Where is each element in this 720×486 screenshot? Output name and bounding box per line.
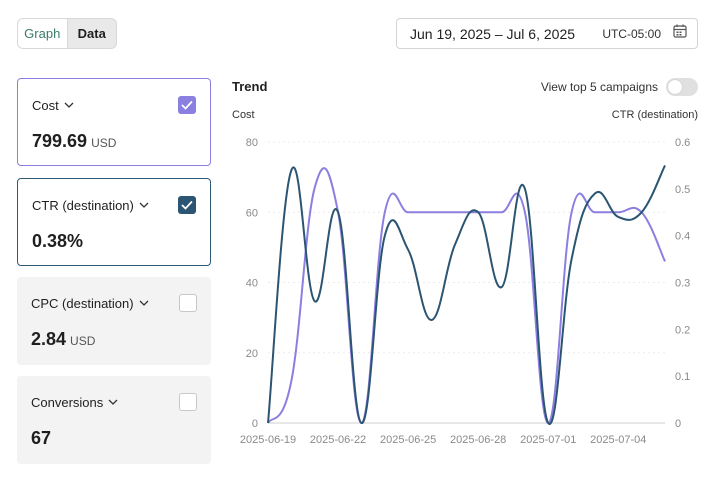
x-tick-label: 2025-06-25 — [380, 434, 436, 446]
metric-title: Cost — [32, 97, 59, 113]
metric-card-cpc[interactable]: CPC (destination) 2.84 USD — [17, 277, 211, 365]
chevron-down-icon[interactable] — [64, 102, 74, 108]
metric-value: 799.69 — [32, 131, 88, 151]
metric-unit: USD — [70, 334, 96, 348]
series-line-cost — [267, 167, 666, 424]
toggle-knob — [668, 80, 682, 94]
top5-label: View top 5 campaigns — [540, 80, 658, 94]
y-left-tick-label: 40 — [246, 278, 258, 290]
view-toggle: Graph Data — [17, 18, 117, 49]
metric-title: CTR (destination) — [32, 197, 134, 213]
trend-title: Trend — [232, 79, 268, 94]
y-right-tick-label: 0 — [675, 418, 681, 430]
y-left-tick-label: 0 — [252, 418, 258, 430]
y-right-tick-label: 0.1 — [675, 371, 690, 383]
chevron-down-icon[interactable] — [139, 202, 149, 208]
y-right-tick-label: 0.2 — [675, 324, 690, 336]
y-right-tick-label: 0.4 — [675, 231, 690, 243]
metric-card-cost[interactable]: Cost 799.69 USD — [17, 78, 211, 166]
top5-control: View top 5 campaigns — [541, 78, 698, 96]
metric-value: 0.38% — [32, 231, 84, 251]
metric-value: 67 — [31, 428, 52, 448]
timezone-label: UTC-05:00 — [602, 26, 661, 41]
x-tick-label: 2025-07-04 — [590, 434, 646, 446]
calendar-icon[interactable] — [673, 24, 687, 43]
top5-toggle[interactable] — [666, 78, 698, 96]
x-tick-label: 2025-06-22 — [310, 434, 366, 446]
chevron-down-icon[interactable] — [139, 300, 149, 306]
left-axis-title: Cost — [232, 109, 255, 121]
data-view-button[interactable]: Data — [77, 26, 106, 41]
x-tick-label: 2025-06-19 — [240, 434, 296, 446]
metric-checkbox[interactable] — [178, 96, 196, 114]
right-axis-title: CTR (destination) — [611, 109, 698, 121]
metric-title: Conversions — [31, 394, 104, 410]
metric-checkbox[interactable] — [178, 196, 196, 214]
chevron-down-icon[interactable] — [108, 399, 118, 405]
y-right-tick-label: 0.6 — [675, 137, 690, 149]
trend-chart: 0 20 40 60 80 0 0.1 0.2 0.3 0.4 0.5 0.6 2025-06-19… — [240, 137, 690, 446]
x-tick-label: 2025-06-28 — [450, 434, 506, 446]
y-left-tick-label: 80 — [246, 137, 258, 149]
x-tick-label: 2025-07-01 — [520, 434, 576, 446]
y-right-tick-label: 0.3 — [675, 278, 690, 290]
date-range-picker[interactable]: Jun 19, 2025 – Jul 6, 2025 UTC-05:00 — [396, 18, 698, 49]
y-left-tick-label: 60 — [246, 207, 258, 219]
date-range-text: Jun 19, 2025 – Jul 6, 2025 — [410, 25, 576, 42]
metric-card-ctr[interactable]: CTR (destination) 0.38% — [17, 178, 211, 266]
y-left-tick-label: 20 — [246, 348, 258, 360]
y-right-tick-label: 0.5 — [675, 184, 690, 196]
metric-checkbox[interactable] — [179, 393, 197, 411]
metric-title: CPC (destination) — [31, 295, 134, 311]
metric-value: 2.84 — [31, 329, 67, 349]
metric-unit: USD — [91, 136, 117, 150]
metric-checkbox[interactable] — [179, 294, 197, 312]
series-line-ctr-destination — [267, 164, 666, 425]
graph-view-button[interactable]: Graph — [18, 19, 68, 48]
metric-card-conversions[interactable]: Conversions 67 — [17, 376, 211, 464]
